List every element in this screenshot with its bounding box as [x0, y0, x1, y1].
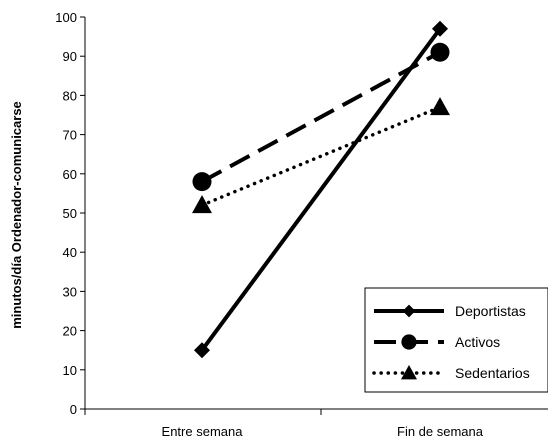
legend-item: Sedentarios	[372, 365, 530, 381]
legend-label: Sedentarios	[455, 365, 530, 381]
legend-label: Deportistas	[455, 303, 526, 319]
legend: Deportistas Activos Sedentarios	[364, 287, 548, 393]
legend-label: Activos	[455, 334, 500, 350]
data-point	[192, 172, 212, 192]
series-line	[201, 50, 441, 184]
y-ticks: 0 10 20 30 40 50 60 70 80 90 100	[55, 10, 85, 417]
y-axis-title: minutos/día Ordenador-comunicarse	[9, 101, 24, 329]
y-tick-label: 70	[63, 128, 77, 143]
y-tick-label: 40	[63, 245, 77, 260]
legend-item: Activos	[374, 334, 500, 350]
legend-item: Deportistas	[374, 303, 526, 319]
x-ticks: Entre semana Fin de semana	[84, 409, 484, 439]
legend-marker	[402, 304, 416, 318]
data-point	[192, 195, 212, 214]
x-tick-label: Fin de semana	[397, 424, 484, 439]
y-tick-label: 100	[55, 10, 77, 25]
x-tick-label: Entre semana	[162, 424, 244, 439]
y-tick-label: 10	[63, 363, 77, 378]
series-sedentarios	[192, 97, 450, 214]
y-tick-label: 30	[63, 284, 77, 299]
y-tick-label: 0	[70, 402, 77, 417]
series-layer	[192, 20, 450, 359]
legend-marker	[401, 365, 417, 380]
series-activos	[192, 42, 450, 192]
series-deportistas	[194, 20, 448, 359]
legend-marker	[401, 334, 417, 350]
y-tick-label: 20	[63, 324, 77, 339]
series-line	[200, 27, 442, 352]
data-point	[432, 20, 448, 37]
y-tick-label: 60	[63, 167, 77, 182]
y-tick-label: 90	[63, 49, 77, 64]
series-line	[200, 105, 442, 207]
data-point	[430, 42, 450, 62]
y-tick-label: 50	[63, 206, 77, 221]
y-tick-label: 80	[63, 88, 77, 103]
data-point	[430, 97, 450, 116]
data-point	[194, 342, 210, 359]
